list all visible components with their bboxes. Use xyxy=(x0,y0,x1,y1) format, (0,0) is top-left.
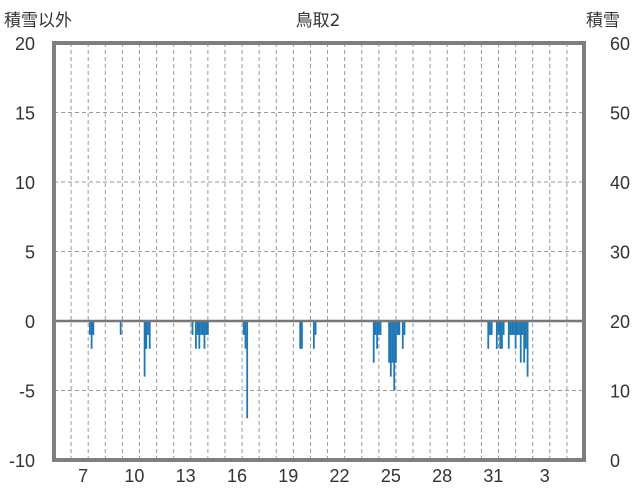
y-left-tick-label: 20 xyxy=(15,34,35,54)
bar xyxy=(521,321,524,335)
y-left-tick-label: 5 xyxy=(25,243,35,263)
plot-frame xyxy=(52,41,586,462)
bar xyxy=(244,321,247,349)
bar xyxy=(196,321,199,335)
bar xyxy=(395,321,397,363)
y-left-tick-label: 15 xyxy=(15,104,35,124)
bar xyxy=(523,321,526,363)
y-right-tick-label: 30 xyxy=(610,243,630,263)
bar xyxy=(200,321,202,335)
x-tick-label: 7 xyxy=(78,466,88,486)
bar xyxy=(516,321,519,335)
chart-title: 鳥取2 xyxy=(296,11,341,31)
bar xyxy=(147,321,149,335)
bar xyxy=(377,321,380,335)
y-right-tick-label: 10 xyxy=(610,382,630,402)
bar xyxy=(246,321,249,419)
bar xyxy=(299,321,302,349)
bar xyxy=(92,321,95,335)
y-right-tick-label: 20 xyxy=(610,312,630,332)
bar xyxy=(119,321,122,335)
bar xyxy=(198,321,201,349)
x-tick-label: 31 xyxy=(483,466,503,486)
bar xyxy=(489,321,491,335)
bar xyxy=(376,321,379,349)
x-tick-label: 3 xyxy=(540,466,550,486)
bar xyxy=(401,321,404,349)
bar xyxy=(501,321,503,349)
bar xyxy=(393,321,396,391)
bar xyxy=(514,321,517,349)
x-tick-label: 10 xyxy=(124,466,144,486)
x-tick-label: 25 xyxy=(381,466,401,486)
y-left-tick-label: -5 xyxy=(19,382,35,402)
bar xyxy=(509,321,512,335)
bar xyxy=(490,321,493,335)
bar xyxy=(511,321,514,335)
bar xyxy=(497,321,500,335)
bar xyxy=(314,321,317,335)
bar xyxy=(526,321,529,377)
bar xyxy=(502,321,505,335)
y-right-tick-label: 50 xyxy=(610,104,630,124)
x-tick-label: 28 xyxy=(432,466,452,486)
y-left-tick-label: 0 xyxy=(25,312,35,332)
y-left-label: 積雪以外 xyxy=(4,11,72,31)
bar xyxy=(372,321,375,363)
bar xyxy=(499,321,502,349)
bar xyxy=(90,321,93,349)
bar xyxy=(487,321,490,349)
bar xyxy=(389,321,392,377)
x-tick-label: 16 xyxy=(227,466,247,486)
bar xyxy=(205,321,208,335)
bar xyxy=(148,321,151,349)
bar xyxy=(396,321,399,335)
bar xyxy=(374,321,377,335)
bar xyxy=(391,321,394,363)
bar xyxy=(203,321,206,349)
bar xyxy=(379,321,382,335)
y-right-tick-label: 60 xyxy=(610,34,630,54)
x-tick-label: 19 xyxy=(278,466,298,486)
y-right-tick-label: 0 xyxy=(610,451,620,471)
y-right-label: 積雪 xyxy=(586,11,620,31)
x-tick-label: 13 xyxy=(176,466,196,486)
bar xyxy=(201,321,204,335)
bar xyxy=(89,321,91,335)
bar xyxy=(145,321,148,349)
bar xyxy=(143,321,146,377)
bar xyxy=(403,321,406,335)
bar xyxy=(495,321,498,349)
bar xyxy=(519,321,522,363)
bar xyxy=(507,321,510,349)
y-left-tick-label: 10 xyxy=(15,173,35,193)
y-right-tick-label: 40 xyxy=(610,173,630,193)
y-left-tick-label: -10 xyxy=(9,451,35,471)
bar xyxy=(398,321,401,335)
bar xyxy=(206,321,209,335)
bar xyxy=(312,321,315,349)
x-tick-label: 22 xyxy=(330,466,350,486)
bar xyxy=(191,321,194,335)
bar xyxy=(513,321,515,335)
bar xyxy=(242,321,245,335)
bar xyxy=(518,321,520,335)
bar xyxy=(388,321,390,363)
bar xyxy=(301,321,303,349)
bar xyxy=(195,321,197,349)
bar xyxy=(524,321,527,349)
